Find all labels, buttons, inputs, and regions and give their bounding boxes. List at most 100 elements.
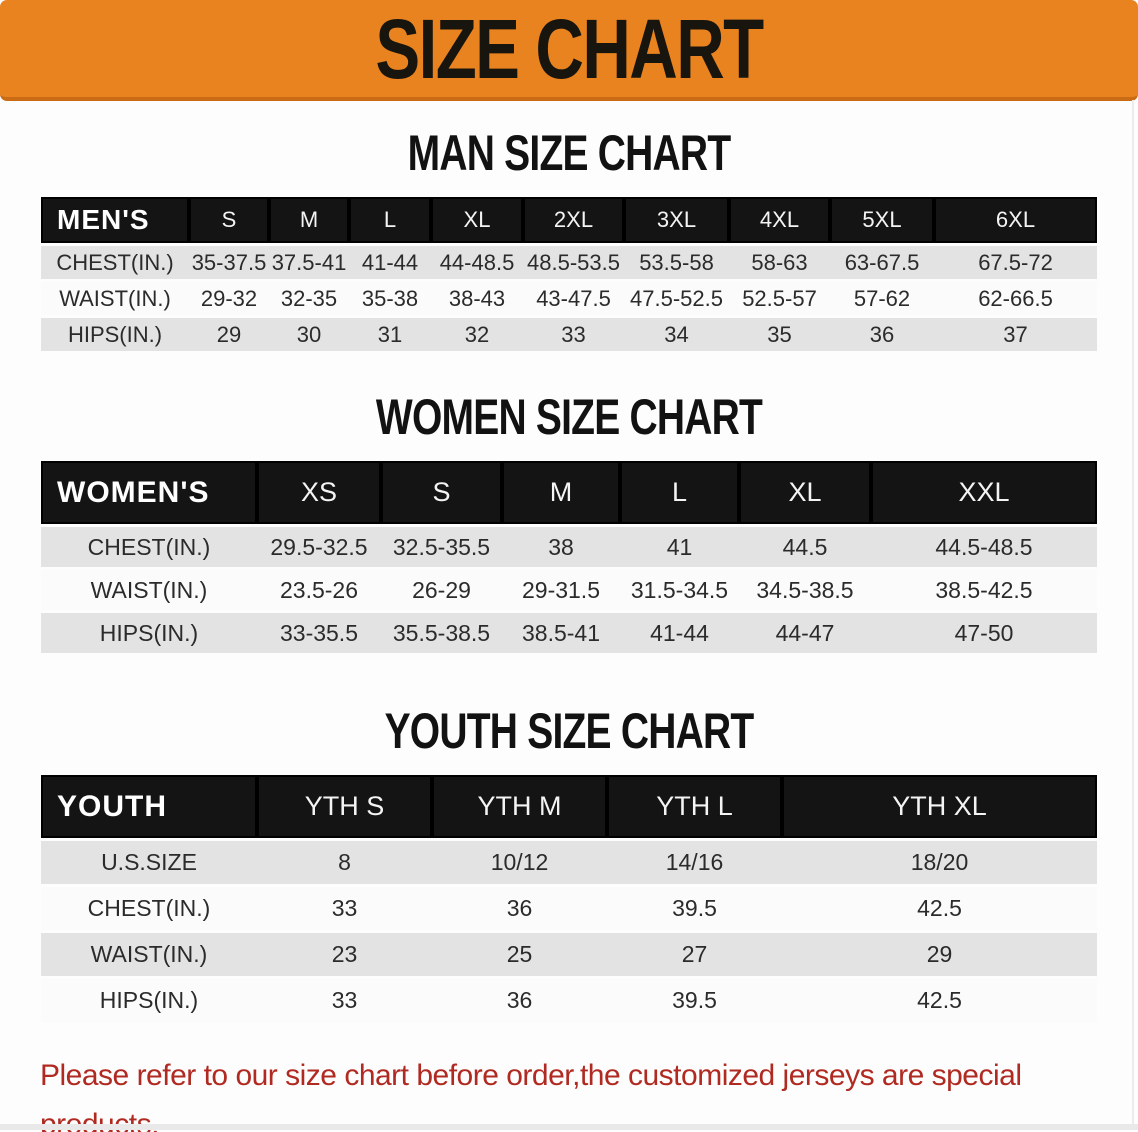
men-header-label: MEN'S <box>41 197 189 243</box>
cell: 31 <box>349 318 431 351</box>
women-col-m: M <box>502 461 620 524</box>
cell: 38-43 <box>431 282 523 315</box>
cell: 32 <box>431 318 523 351</box>
cell: 34.5-38.5 <box>739 570 871 610</box>
cell: 42.5 <box>782 979 1097 1022</box>
cell: 33-35.5 <box>257 613 381 653</box>
youth-header-label: YOUTH <box>41 775 257 838</box>
cell: 32-35 <box>269 282 349 315</box>
youth-size-table: YOUTH YTH S YTH M YTH L YTH XL U.S.SIZE … <box>41 772 1097 1025</box>
row-label: CHEST(IN.) <box>41 527 257 567</box>
cell: 30 <box>269 318 349 351</box>
cell: 18/20 <box>782 841 1097 884</box>
cell: 67.5-72 <box>934 246 1097 279</box>
cell: 23 <box>257 933 432 976</box>
cell: 35 <box>729 318 830 351</box>
cell: 43-47.5 <box>523 282 624 315</box>
cell: 36 <box>830 318 934 351</box>
men-header-row: MEN'S S M L XL 2XL 3XL 4XL 5XL 6XL <box>41 197 1097 243</box>
men-col-5xl: 5XL <box>830 197 934 243</box>
cell: 63-67.5 <box>830 246 934 279</box>
cell: 14/16 <box>607 841 782 884</box>
row-label: HIPS(IN.) <box>41 613 257 653</box>
cell: 48.5-53.5 <box>523 246 624 279</box>
cell: 33 <box>523 318 624 351</box>
cell: 53.5-58 <box>624 246 729 279</box>
cell: 35-37.5 <box>189 246 269 279</box>
men-col-s: S <box>189 197 269 243</box>
cell: 52.5-57 <box>729 282 830 315</box>
youth-ussize-row: U.S.SIZE 8 10/12 14/16 18/20 <box>41 841 1097 884</box>
men-col-l: L <box>349 197 431 243</box>
row-label: WAIST(IN.) <box>41 570 257 610</box>
men-col-m: M <box>269 197 349 243</box>
men-col-6xl: 6XL <box>934 197 1097 243</box>
disclaimer-text: Please refer to our size chart before or… <box>40 1051 1138 1132</box>
men-chest-row: CHEST(IN.) 35-37.5 37.5-41 41-44 44-48.5… <box>41 246 1097 279</box>
men-hips-row: HIPS(IN.) 29 30 31 32 33 34 35 36 37 <box>41 318 1097 351</box>
cell: 38.5-42.5 <box>871 570 1097 610</box>
cell: 44-48.5 <box>431 246 523 279</box>
cell: 44.5 <box>739 527 871 567</box>
cell: 35-38 <box>349 282 431 315</box>
cell: 29-32 <box>189 282 269 315</box>
cell: 34 <box>624 318 729 351</box>
page-title: SIZE CHART <box>375 1 764 96</box>
cell: 47.5-52.5 <box>624 282 729 315</box>
cell: 23.5-26 <box>257 570 381 610</box>
cell: 26-29 <box>381 570 502 610</box>
row-label: WAIST(IN.) <box>41 933 257 976</box>
cell: 36 <box>432 887 607 930</box>
youth-col-s: YTH S <box>257 775 432 838</box>
cell: 33 <box>257 979 432 1022</box>
cell: 36 <box>432 979 607 1022</box>
men-size-table: MEN'S S M L XL 2XL 3XL 4XL 5XL 6XL CHEST… <box>41 194 1097 354</box>
cell: 31.5-34.5 <box>620 570 739 610</box>
bottom-edge-shadow <box>0 1124 1138 1130</box>
youth-hips-row: HIPS(IN.) 33 36 39.5 42.5 <box>41 979 1097 1022</box>
cell: 44-47 <box>739 613 871 653</box>
youth-chest-row: CHEST(IN.) 33 36 39.5 42.5 <box>41 887 1097 930</box>
cell: 39.5 <box>607 979 782 1022</box>
cell: 29.5-32.5 <box>257 527 381 567</box>
cell: 41-44 <box>349 246 431 279</box>
youth-header-row: YOUTH YTH S YTH M YTH L YTH XL <box>41 775 1097 838</box>
women-header-row: WOMEN'S XS S M L XL XXL <box>41 461 1097 524</box>
youth-col-xl: YTH XL <box>782 775 1097 838</box>
cell: 27 <box>607 933 782 976</box>
cell: 29 <box>782 933 1097 976</box>
men-col-4xl: 4XL <box>729 197 830 243</box>
row-label: U.S.SIZE <box>41 841 257 884</box>
row-label: CHEST(IN.) <box>41 887 257 930</box>
cell: 57-62 <box>830 282 934 315</box>
cell: 32.5-35.5 <box>381 527 502 567</box>
cell: 25 <box>432 933 607 976</box>
cell: 37 <box>934 318 1097 351</box>
cell: 58-63 <box>729 246 830 279</box>
row-label: WAIST(IN.) <box>41 282 189 315</box>
women-col-xs: XS <box>257 461 381 524</box>
women-col-l: L <box>620 461 739 524</box>
men-col-2xl: 2XL <box>523 197 624 243</box>
cell: 41 <box>620 527 739 567</box>
row-label: HIPS(IN.) <box>41 979 257 1022</box>
youth-col-m: YTH M <box>432 775 607 838</box>
men-waist-row: WAIST(IN.) 29-32 32-35 35-38 38-43 43-47… <box>41 282 1097 315</box>
cell: 44.5-48.5 <box>871 527 1097 567</box>
right-edge-shadow <box>1132 100 1134 1124</box>
cell: 38 <box>502 527 620 567</box>
man-section-heading: MAN SIZE CHART <box>407 125 732 181</box>
women-size-table: WOMEN'S XS S M L XL XXL CHEST(IN.) 29.5-… <box>41 458 1097 656</box>
disclaimer-line-1: Please refer to our size chart before or… <box>40 1059 1022 1132</box>
row-label: HIPS(IN.) <box>41 318 189 351</box>
youth-waist-row: WAIST(IN.) 23 25 27 29 <box>41 933 1097 976</box>
cell: 10/12 <box>432 841 607 884</box>
youth-section-heading: YOUTH SIZE CHART <box>384 703 755 759</box>
men-col-3xl: 3XL <box>624 197 729 243</box>
women-chest-row: CHEST(IN.) 29.5-32.5 32.5-35.5 38 41 44.… <box>41 527 1097 567</box>
banner: SIZE CHART <box>0 0 1138 101</box>
cell: 62-66.5 <box>934 282 1097 315</box>
cell: 29-31.5 <box>502 570 620 610</box>
women-waist-row: WAIST(IN.) 23.5-26 26-29 29-31.5 31.5-34… <box>41 570 1097 610</box>
